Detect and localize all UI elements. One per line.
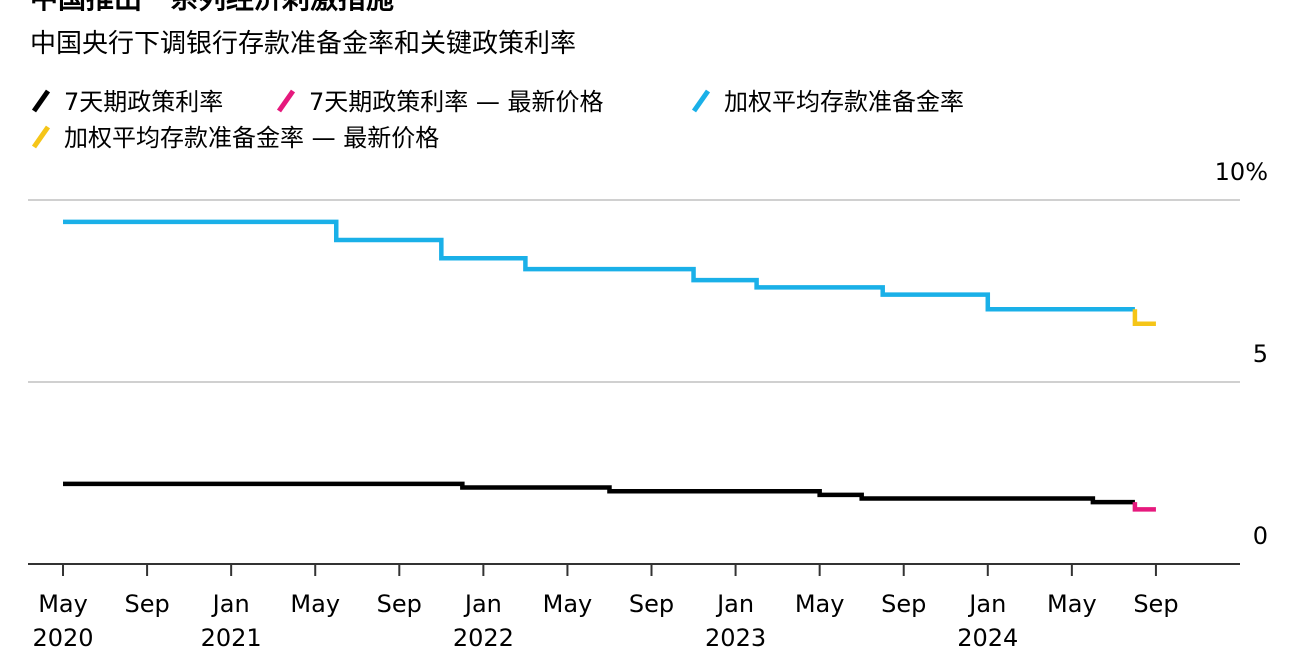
legend-swatch [691,89,711,113]
y-tick-label: 10% [1215,158,1268,186]
series-line [63,219,1135,312]
y-tick-label: 5 [1253,340,1268,368]
legend-swatch [31,125,51,149]
x-tick-label: Jan 2023 [705,590,766,652]
series-line [1132,309,1156,327]
x-tick-label: Sep [1133,590,1178,618]
x-tick-label: May 2020 [32,590,93,652]
y-tick-label: 0 [1253,522,1268,550]
legend-label: 7天期政策利率 — 最新价格 [309,88,604,116]
legend-label: 加权平均存款准备金率 [724,88,964,116]
chart-title: 中国推出一系列经济刺激措施 [30,0,394,15]
chart-subtitle: 中国央行下调银行存款准备金率和关键政策利率 [30,29,576,59]
x-tick-label: Sep [377,590,422,618]
legend-label: 7天期政策利率 [64,88,223,116]
x-tick-label: May [1047,590,1097,618]
x-tick-label: Sep [629,590,674,618]
legend-swatch [276,89,296,113]
series-line [1132,502,1156,512]
legend-label: 加权平均存款准备金率 — 最新价格 [64,124,439,152]
x-tick-label: May [795,590,845,618]
x-tick-label: May [543,590,593,618]
x-tick-label: Sep [124,590,169,618]
x-tick-label: Sep [881,590,926,618]
series-line [63,481,1135,505]
x-tick-label: May [290,590,340,618]
x-tick-label: Jan 2021 [201,590,262,652]
x-tick-label: Jan 2024 [957,590,1018,652]
x-tick-label: Jan 2022 [453,590,514,652]
legend-swatch [31,89,51,113]
